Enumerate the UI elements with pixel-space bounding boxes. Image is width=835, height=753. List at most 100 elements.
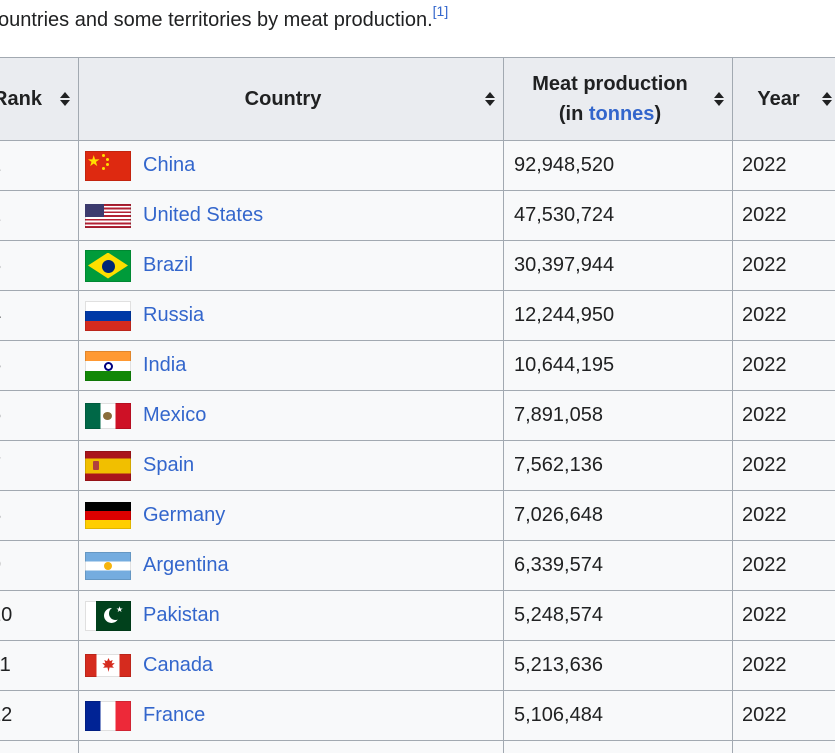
rank-cell: 9 [0, 540, 79, 591]
country-cell: Canada [78, 640, 504, 691]
intro-sentence-text: ountries and some territories by meat pr… [0, 9, 433, 31]
rank-cell: 7 [0, 440, 79, 491]
rank-cell: 5 [0, 340, 79, 391]
country-link[interactable]: Canada [143, 654, 214, 676]
country-link[interactable]: Brazil [143, 254, 194, 276]
production-cell: 47,530,724 [503, 190, 733, 241]
rank-cell: 12 [0, 690, 79, 741]
flag-canada-icon [85, 654, 131, 677]
year-cell: 2022 [732, 540, 835, 591]
country-link[interactable]: India [143, 354, 187, 376]
country-cell: Argentina [78, 540, 504, 591]
flag-brazil-icon [85, 249, 131, 282]
country-link[interactable]: Argentina [143, 554, 229, 576]
country-cell: Germany [78, 490, 504, 541]
country-link[interactable]: Pakistan [143, 604, 220, 626]
country-link[interactable]: China [143, 154, 196, 176]
year-cell: 2022 [732, 690, 835, 741]
country-cell: France [78, 690, 504, 741]
country-cell: Russia [78, 290, 504, 341]
production-header-line2: (in tonnes) [514, 99, 706, 129]
column-header-year[interactable]: Year [732, 57, 835, 141]
column-header-production[interactable]: Meat production (in tonnes) [503, 57, 733, 141]
year-cell: 2022 [732, 240, 835, 291]
sort-toggle-icon [485, 90, 496, 108]
year-cell [732, 740, 835, 753]
year-cell: 2022 [732, 340, 835, 391]
rank-cell: 4 [0, 290, 79, 341]
tonnes-link[interactable]: tonnes [588, 103, 655, 125]
production-unit-prefix: (in [558, 103, 589, 125]
country-cell [78, 740, 504, 753]
year-cell: 2022 [732, 490, 835, 541]
production-cell: 5,106,484 [503, 690, 733, 741]
production-cell: 7,026,648 [503, 490, 733, 541]
flag-pakistan-icon [85, 600, 131, 631]
production-header-line1: Meat production [532, 73, 688, 95]
production-cell: 5,213,636 [503, 640, 733, 691]
production-cell: 92,948,520 [503, 140, 733, 191]
flag-france-icon [85, 700, 131, 731]
rank-cell: 3 [0, 240, 79, 291]
flag-argentina-icon [85, 551, 131, 580]
production-cell: 5,248,574 [503, 590, 733, 641]
country-link[interactable]: France [143, 704, 206, 726]
country-link[interactable]: Germany [143, 504, 226, 526]
rank-cell: 8 [0, 490, 79, 541]
production-cell [503, 740, 733, 753]
year-cell: 2022 [732, 440, 835, 491]
rank-cell: 1 [0, 140, 79, 191]
flag-germany-icon [85, 502, 131, 529]
country-link[interactable]: Russia [143, 304, 205, 326]
flag-mexico-icon [85, 402, 131, 429]
year-cell: 2022 [732, 140, 835, 191]
country-cell: Brazil [78, 240, 504, 291]
flag-us-icon [85, 203, 131, 228]
rank-cell: 2 [0, 190, 79, 241]
column-header-country[interactable]: Country [78, 57, 504, 141]
country-cell: Mexico [78, 390, 504, 441]
country-cell: United States [78, 190, 504, 241]
rank-cell: 11 [0, 640, 79, 691]
year-cell: 2022 [732, 390, 835, 441]
production-cell: 12,244,950 [503, 290, 733, 341]
production-cell: 6,339,574 [503, 540, 733, 591]
rank-cell: 10 [0, 590, 79, 641]
year-cell: 2022 [732, 290, 835, 341]
flag-china-icon [85, 150, 131, 181]
production-cell: 7,891,058 [503, 390, 733, 441]
sort-toggle-icon [60, 90, 71, 108]
intro-sentence: ountries and some territories by meat pr… [0, 4, 448, 33]
rank-cell: 6 [0, 390, 79, 441]
rank-cell [0, 740, 79, 753]
flag-russia-icon [85, 300, 131, 331]
year-cell: 2022 [732, 190, 835, 241]
header-row: Rank Country Meat production (in tonnes)… [0, 57, 835, 141]
reference-link[interactable]: [1] [432, 3, 449, 20]
production-unit-suffix: ) [654, 103, 662, 125]
rank-header-label: Rank [0, 88, 42, 110]
column-header-rank[interactable]: Rank [0, 57, 79, 141]
country-cell: India [78, 340, 504, 391]
meat-production-table: Rank Country Meat production (in tonnes)… [0, 57, 835, 753]
country-link[interactable]: Spain [143, 454, 195, 476]
country-header-label: Country [244, 88, 322, 110]
year-cell: 2022 [732, 640, 835, 691]
country-cell: Spain [78, 440, 504, 491]
sort-toggle-icon [714, 90, 725, 108]
table-row [0, 740, 835, 753]
country-link[interactable]: Mexico [143, 404, 207, 426]
flag-india-icon [85, 350, 131, 381]
country-link[interactable]: United States [143, 204, 264, 226]
